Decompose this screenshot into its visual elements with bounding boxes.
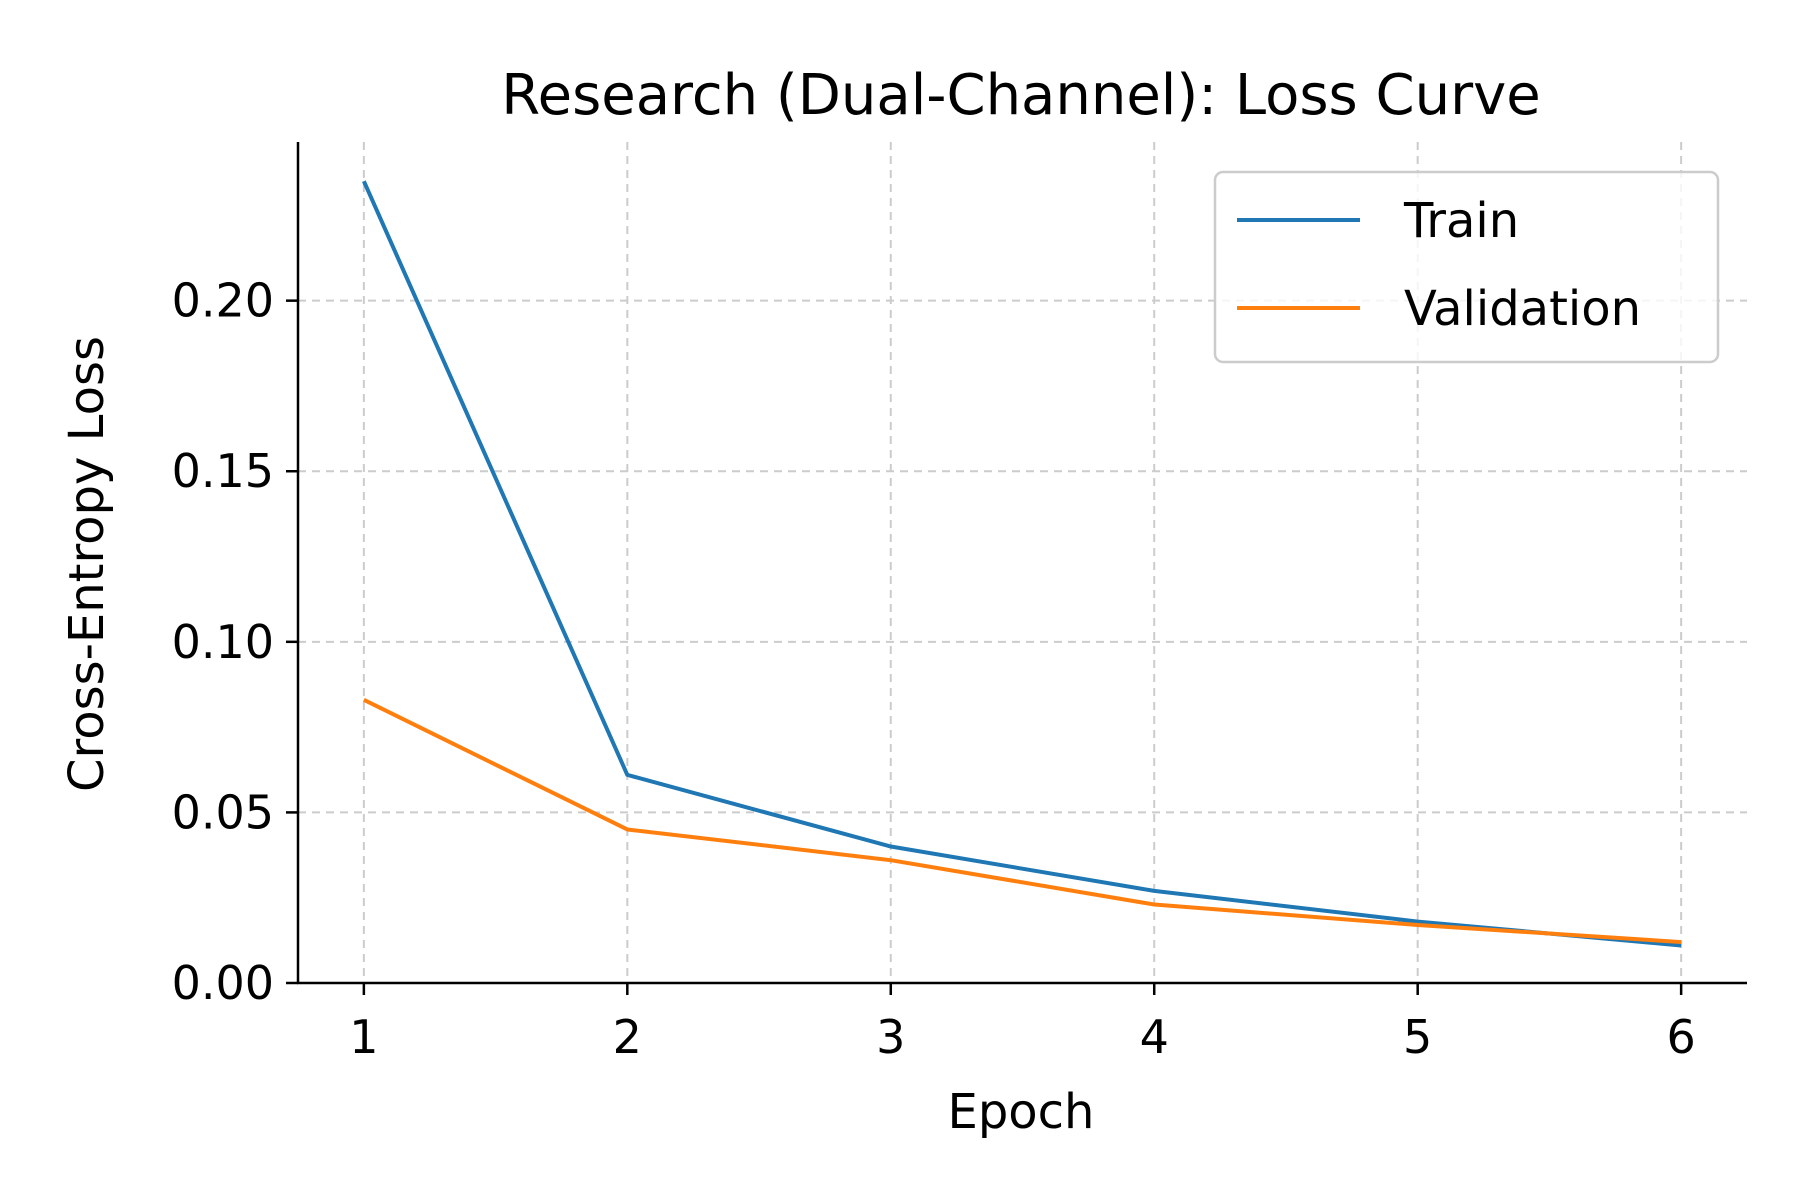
x-tick-label-1: 1 — [349, 1010, 378, 1064]
chart-title: Research (Dual-Channel): Loss Curve — [501, 63, 1540, 128]
legend-label-validation: Validation — [1404, 281, 1641, 337]
y-tick-label-5: 0.20 — [172, 274, 274, 328]
x-tick-label-3: 3 — [876, 1010, 905, 1064]
legend: Train Validation — [1213, 170, 1720, 364]
series-line-validation — [362, 698, 1682, 945]
x-tick-label-5: 5 — [1403, 1010, 1432, 1064]
legend-label-train: Train — [1403, 193, 1519, 249]
series-layer — [362, 180, 1682, 948]
axes-layer: 1 2 3 4 5 6 0.00 0.05 0.10 0.15 0.20 — [172, 142, 1747, 1064]
y-tick-label-1: 0.00 — [172, 956, 274, 1010]
x-axis-label: Epoch — [948, 1084, 1095, 1140]
x-tick-label-6: 6 — [1666, 1010, 1695, 1064]
x-tick-label-4: 4 — [1140, 1010, 1169, 1064]
x-tick-label-2: 2 — [613, 1010, 642, 1064]
series-line-train — [362, 180, 1682, 948]
y-tick-label-4: 0.15 — [172, 444, 274, 498]
y-axis-label: Cross-Entropy Loss — [59, 336, 115, 792]
y-tick-label-3: 0.10 — [172, 615, 274, 669]
y-tick-label-2: 0.05 — [172, 785, 274, 839]
